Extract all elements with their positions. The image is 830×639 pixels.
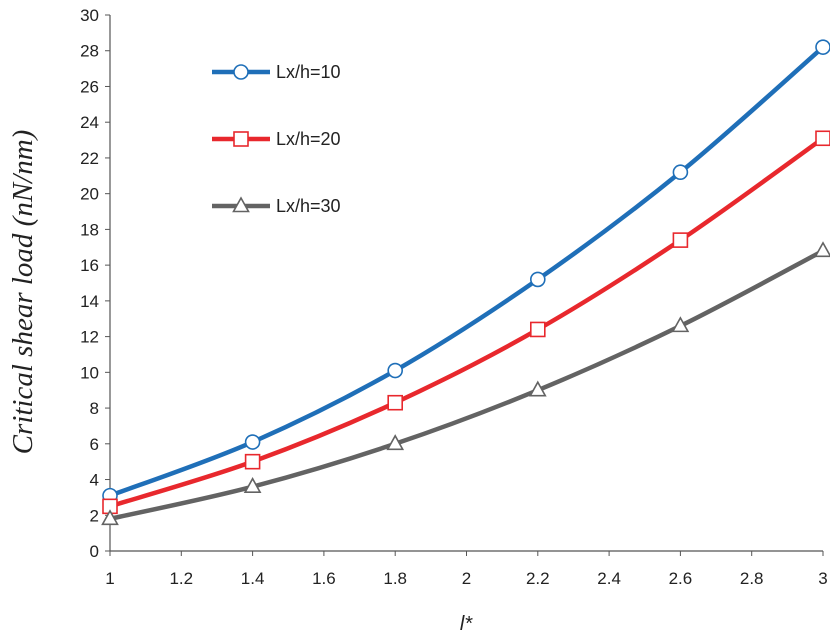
- y-tick-label: 6: [90, 435, 99, 454]
- x-tick-label: 1.6: [312, 569, 336, 588]
- y-tick-label: 26: [80, 77, 99, 96]
- x-tick-label: 2: [462, 569, 471, 588]
- series-line: [107, 136, 826, 509]
- data-point-circle: [815, 39, 830, 55]
- series-line: [107, 248, 826, 522]
- x-ticks: 1 1.2 1.4 1.6 1.8 2 2.2 2.4 2.6 2.8 3: [105, 551, 828, 588]
- x-tick-label: 1.4: [241, 569, 265, 588]
- x-tick-label: 3: [818, 569, 827, 588]
- data-point-triangle: [101, 509, 119, 526]
- legend-marker-triangle: [232, 196, 250, 213]
- x-tick-label: 1.2: [169, 569, 193, 588]
- y-axis-title: Critical shear load (nN/nm): [7, 130, 39, 455]
- y-tick-label: 28: [80, 42, 99, 61]
- data-point-circle: [244, 434, 261, 450]
- y-tick-label: 20: [80, 185, 99, 204]
- data-point-triangle: [528, 380, 547, 397]
- y-tick-label: 2: [90, 506, 99, 525]
- y-tick-label: 16: [80, 256, 99, 275]
- x-tick-label: 2.8: [740, 569, 764, 588]
- data-point-square: [672, 232, 689, 248]
- data-point-circle: [529, 271, 546, 288]
- legend-entry: Lx/h=30: [212, 196, 341, 216]
- y-tick-label: 4: [90, 471, 99, 490]
- y-tick-label: 0: [90, 542, 99, 561]
- data-point-triangle: [243, 477, 262, 493]
- legend-label: Lx/h=10: [276, 62, 341, 82]
- y-tick-label: 14: [80, 292, 99, 311]
- series-circle: [102, 39, 830, 504]
- x-tick-label: 1.8: [383, 569, 407, 588]
- y-tick-label: 10: [80, 363, 99, 382]
- series-layer: [101, 39, 830, 526]
- y-tick-label: 30: [80, 6, 99, 25]
- x-tick-label: 2.4: [597, 569, 621, 588]
- data-point-circle: [387, 362, 404, 379]
- y-tick-label: 8: [90, 399, 99, 418]
- y-tick-label: 24: [80, 113, 99, 132]
- data-point-triangle: [814, 241, 830, 258]
- x-axis-title: l*: [460, 613, 473, 635]
- data-point-square: [815, 130, 830, 147]
- legend-marker-square: [233, 131, 249, 147]
- x-tick-label: 2.6: [669, 569, 693, 588]
- legend-marker-circle: [233, 64, 249, 80]
- data-point-square: [387, 394, 404, 411]
- legend-label: Lx/h=20: [276, 129, 341, 149]
- y-tick-label: 22: [80, 149, 99, 168]
- legend-entry: Lx/h=20: [212, 129, 341, 149]
- y-tick-label: 12: [80, 328, 99, 347]
- legend-entry: Lx/h=10: [212, 62, 341, 82]
- data-point-square: [529, 321, 546, 338]
- series-line: [107, 44, 826, 498]
- data-point-triangle: [671, 316, 690, 333]
- x-tick-label: 1: [105, 569, 114, 588]
- legend-label: Lx/h=30: [276, 196, 341, 216]
- data-point-circle: [672, 164, 689, 181]
- legend: Lx/h=10 Lx/h=20 Lx/h=30: [212, 62, 341, 216]
- series-triangle: [101, 241, 830, 526]
- x-tick-label: 2.2: [526, 569, 550, 588]
- data-point-triangle: [386, 434, 405, 451]
- y-tick-label: 18: [80, 220, 99, 239]
- data-point-square: [244, 453, 261, 470]
